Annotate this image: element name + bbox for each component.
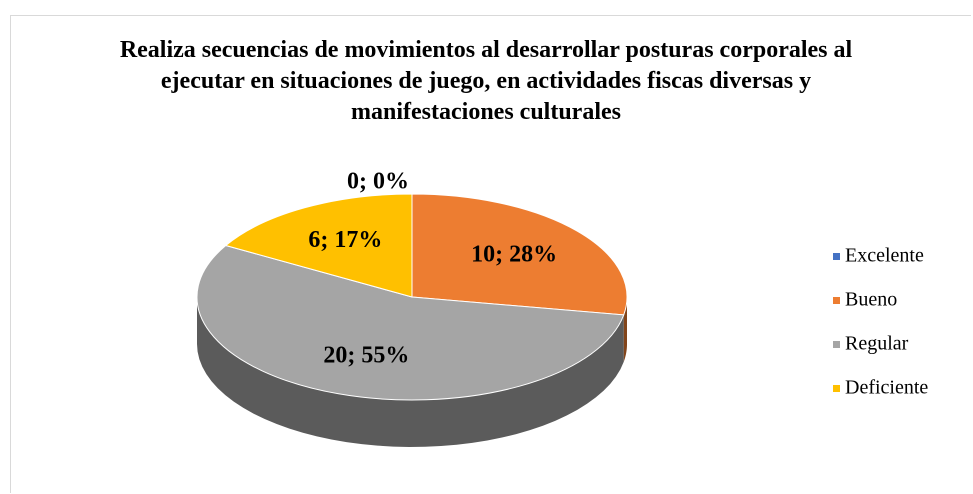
legend-label: Bueno xyxy=(845,289,897,311)
legend-swatch xyxy=(833,385,840,392)
pie-slice xyxy=(196,244,625,401)
legend-label: Deficiente xyxy=(845,377,928,399)
data-label: 6; 17% xyxy=(308,227,382,253)
data-label: 10; 28% xyxy=(471,241,557,267)
legend-swatch xyxy=(833,341,840,348)
data-label: 20; 55% xyxy=(323,343,409,369)
legend-label: Regular xyxy=(845,333,909,355)
pie-side xyxy=(197,297,624,447)
chart-frame xyxy=(10,15,971,493)
pie-slice xyxy=(411,193,628,316)
data-label: 0; 0% xyxy=(347,169,409,195)
legend-swatch xyxy=(833,297,840,304)
legend-label: Excelente xyxy=(845,245,924,267)
chart-title: Realiza secuencias de movimientos al des… xyxy=(119,37,853,125)
legend-swatch xyxy=(833,253,840,260)
pie-slice xyxy=(224,193,413,298)
